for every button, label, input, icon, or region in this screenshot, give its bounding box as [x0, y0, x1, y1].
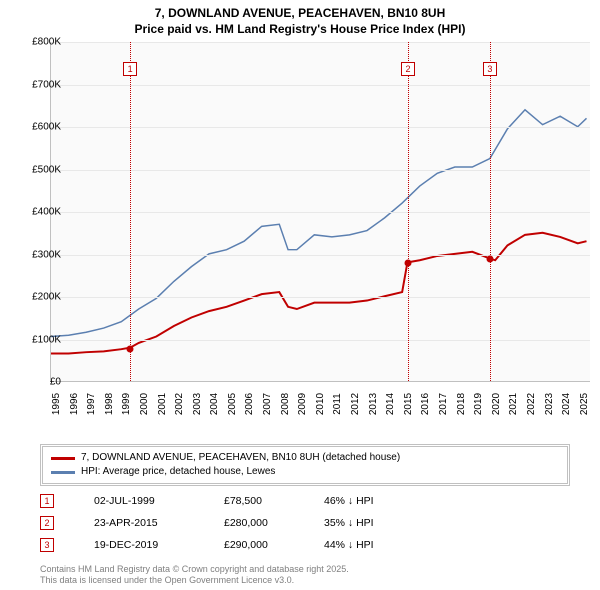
x-axis-label: 2005 — [227, 393, 238, 415]
x-axis-label: 2014 — [385, 393, 396, 415]
x-axis-label: 2022 — [526, 393, 537, 415]
y-axis-label: £100K — [19, 334, 61, 345]
sale-row-price: £280,000 — [224, 517, 324, 529]
sale-row: 1 02-JUL-1999£78,50046% ↓ HPI — [40, 490, 424, 512]
legend-row: 7, DOWNLAND AVENUE, PEACEHAVEN, BN10 8UH… — [51, 451, 559, 465]
x-axis-label: 2023 — [544, 393, 555, 415]
gridline — [51, 255, 590, 256]
x-axis-label: 2017 — [438, 393, 449, 415]
plot-region: £0£100K£200K£300K£400K£500K£600K£700K£80… — [50, 42, 590, 382]
x-axis-label: 2008 — [280, 393, 291, 415]
x-axis-label: 2012 — [350, 393, 361, 415]
x-axis-label: 2002 — [174, 393, 185, 415]
chart-area: £0£100K£200K£300K£400K£500K£600K£700K£80… — [30, 42, 590, 402]
x-axis-label: 2018 — [456, 393, 467, 415]
gridline — [51, 212, 590, 213]
y-axis-label: £200K — [19, 292, 61, 303]
y-axis-label: £800K — [19, 37, 61, 48]
sale-row-badge: 3 — [40, 538, 54, 552]
sale-row-date: 02-JUL-1999 — [94, 495, 224, 507]
legend-swatch-hpi — [51, 471, 75, 474]
title-address: 7, DOWNLAND AVENUE, PEACEHAVEN, BN10 8UH — [0, 6, 600, 22]
sale-row-pct: 46% ↓ HPI — [324, 495, 424, 507]
sale-marker-dot — [405, 260, 412, 267]
sale-marker-line — [130, 42, 131, 381]
legend-label-hpi: HPI: Average price, detached house, Lewe… — [81, 465, 275, 479]
x-axis-label: 2004 — [209, 393, 220, 415]
x-axis-label: 2025 — [579, 393, 590, 415]
sale-marker-line — [408, 42, 409, 381]
title-block: 7, DOWNLAND AVENUE, PEACEHAVEN, BN10 8UH… — [0, 0, 600, 39]
y-axis-label: £400K — [19, 207, 61, 218]
chart-container: 7, DOWNLAND AVENUE, PEACEHAVEN, BN10 8UH… — [0, 0, 600, 590]
x-axis-label: 2001 — [157, 393, 168, 415]
title-subtitle: Price paid vs. HM Land Registry's House … — [0, 22, 600, 38]
legend-label-price-paid: 7, DOWNLAND AVENUE, PEACEHAVEN, BN10 8UH… — [81, 451, 400, 465]
gridline — [51, 297, 590, 298]
x-axis-label: 2021 — [508, 393, 519, 415]
sale-row-date: 19-DEC-2019 — [94, 539, 224, 551]
x-axis-label: 2011 — [332, 393, 343, 415]
x-axis-label: 2020 — [491, 393, 502, 415]
sale-row-badge: 2 — [40, 516, 54, 530]
sale-row: 2 23-APR-2015£280,00035% ↓ HPI — [40, 512, 424, 534]
legend-row: HPI: Average price, detached house, Lewe… — [51, 465, 559, 479]
x-axis-label: 2015 — [403, 393, 414, 415]
sale-row-date: 23-APR-2015 — [94, 517, 224, 529]
sale-marker-dot — [127, 345, 134, 352]
y-axis-label: £0 — [19, 377, 61, 388]
attribution-text: Contains HM Land Registry data © Crown c… — [40, 564, 349, 586]
sale-row: 3 19-DEC-2019£290,00044% ↓ HPI — [40, 534, 424, 556]
gridline — [51, 340, 590, 341]
y-axis-label: £300K — [19, 249, 61, 260]
legend-swatch-price-paid — [51, 457, 75, 460]
x-axis-label: 2013 — [368, 393, 379, 415]
gridline — [51, 42, 590, 43]
y-axis-label: £600K — [19, 122, 61, 133]
sales-table: 1 02-JUL-1999£78,50046% ↓ HPI 2 23-APR-2015… — [40, 490, 424, 556]
gridline — [51, 127, 590, 128]
x-axis-label: 1998 — [104, 393, 115, 415]
sale-row-price: £78,500 — [224, 495, 324, 507]
attribution-line: This data is licensed under the Open Gov… — [40, 575, 349, 586]
legend-box: 7, DOWNLAND AVENUE, PEACEHAVEN, BN10 8UH… — [40, 444, 570, 486]
gridline — [51, 170, 590, 171]
x-axis-label: 1997 — [86, 393, 97, 415]
y-axis-label: £700K — [19, 79, 61, 90]
sale-row-badge: 1 — [40, 494, 54, 508]
x-axis-label: 1996 — [69, 393, 80, 415]
sale-marker-badge: 1 — [123, 62, 137, 76]
sale-row-pct: 35% ↓ HPI — [324, 517, 424, 529]
x-axis-label: 2024 — [561, 393, 572, 415]
sale-marker-badge: 2 — [401, 62, 415, 76]
x-axis-label: 2010 — [315, 393, 326, 415]
sale-marker-dot — [486, 255, 493, 262]
x-axis-label: 2007 — [262, 393, 273, 415]
sale-row-pct: 44% ↓ HPI — [324, 539, 424, 551]
x-axis-label: 1999 — [121, 393, 132, 415]
sale-row-price: £290,000 — [224, 539, 324, 551]
x-axis-label: 2016 — [420, 393, 431, 415]
x-axis-label: 2003 — [192, 393, 203, 415]
sale-marker-line — [490, 42, 491, 381]
x-axis-label: 2006 — [244, 393, 255, 415]
x-axis-label: 2000 — [139, 393, 150, 415]
gridline — [51, 85, 590, 86]
x-axis-label: 2019 — [473, 393, 484, 415]
x-axis-label: 2009 — [297, 393, 308, 415]
series-price_paid — [51, 233, 587, 354]
x-axis-label: 1995 — [51, 393, 62, 415]
attribution-line: Contains HM Land Registry data © Crown c… — [40, 564, 349, 575]
sale-marker-badge: 3 — [483, 62, 497, 76]
y-axis-label: £500K — [19, 164, 61, 175]
